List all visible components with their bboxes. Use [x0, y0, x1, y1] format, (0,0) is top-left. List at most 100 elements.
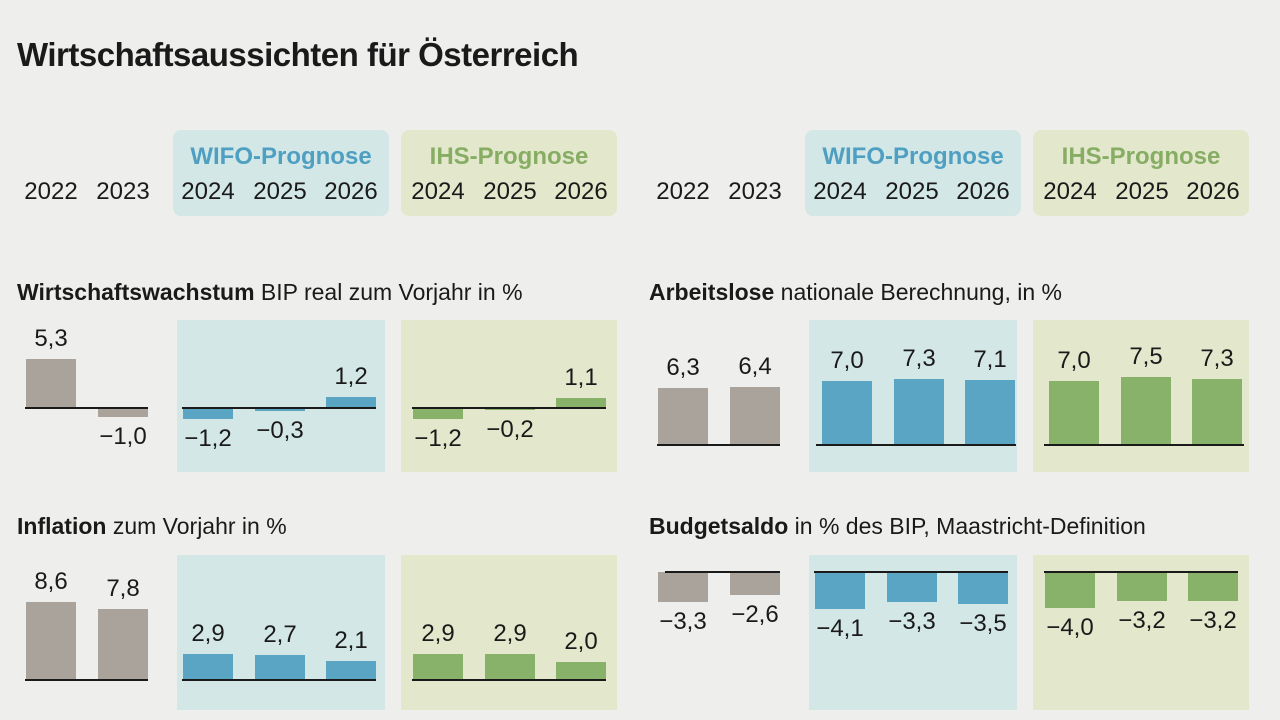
chart-title-bold: Wirtschaftswachstum [17, 279, 255, 305]
value-label: −1,2 [184, 425, 232, 453]
chart-title: Budgetsaldo in % des BIP, Maastricht-Def… [649, 513, 1146, 540]
year-label: 2023 [728, 178, 782, 205]
chart-title-rest: in % des BIP, Maastricht-Definition [794, 513, 1146, 539]
bar [26, 359, 76, 408]
baseline [1044, 571, 1238, 573]
value-label: 6,3 [666, 353, 700, 381]
bar [965, 380, 1015, 445]
value-label: 2,0 [564, 627, 598, 655]
bar [1049, 381, 1099, 445]
value-label: 7,3 [1200, 344, 1234, 372]
bar [183, 408, 233, 420]
chart-title: Inflation zum Vorjahr in % [17, 513, 287, 540]
bar [887, 572, 937, 602]
ihs-prognose-label: IHS-Prognose [1061, 143, 1221, 170]
bar [730, 572, 780, 596]
value-label: −4,1 [816, 614, 864, 642]
value-label: 7,8 [106, 575, 140, 603]
value-label: −3,5 [959, 609, 1007, 637]
baseline [25, 407, 148, 409]
bar [815, 572, 865, 609]
chart-title-rest: nationale Berechnung, in % [780, 279, 1062, 305]
value-label: 2,9 [191, 619, 225, 647]
value-label: 7,0 [830, 347, 864, 375]
bar [413, 653, 463, 680]
baseline [25, 679, 148, 681]
value-label: 2,7 [263, 621, 297, 649]
wifo-header-box [805, 130, 1021, 216]
bar [326, 396, 376, 408]
bar [1045, 572, 1095, 608]
bar [413, 408, 463, 420]
value-label: −1,2 [414, 425, 462, 453]
value-label: −3,2 [1189, 606, 1237, 634]
bar [183, 653, 233, 680]
year-label: 2025 [1115, 178, 1169, 205]
year-label: 2025 [483, 178, 537, 205]
wifo-prognose-label: WIFO-Prognose [822, 143, 1004, 170]
year-label: 2025 [885, 178, 939, 205]
chart-title-rest: BIP real zum Vorjahr in % [260, 279, 523, 305]
chart-title-bold: Budgetsaldo [649, 513, 789, 539]
value-label: −3,3 [888, 607, 936, 635]
year-label: 2024 [181, 178, 235, 205]
bar [894, 378, 944, 445]
value-label: 5,3 [34, 325, 68, 353]
value-label: 2,9 [421, 619, 455, 647]
year-label: 2023 [96, 178, 150, 205]
baseline [1044, 444, 1244, 446]
bar [26, 601, 76, 680]
value-label: 2,1 [334, 626, 368, 654]
bar [255, 655, 305, 680]
wifo-prognose-label: WIFO-Prognose [190, 143, 372, 170]
year-label: 2024 [411, 178, 465, 205]
bar [658, 387, 708, 445]
value-label: −4,0 [1046, 614, 1094, 641]
value-label: −0,2 [486, 416, 534, 443]
ihs-header-box [1033, 130, 1249, 216]
ihs-prognose-label: IHS-Prognose [429, 143, 589, 170]
value-label: −2,6 [731, 601, 779, 629]
value-label: −3,2 [1118, 606, 1166, 634]
ihs-header-box [401, 130, 617, 216]
bar [658, 572, 708, 602]
page-title: Wirtschaftsaussichten für Österreich [17, 36, 579, 73]
ihs-panel [401, 320, 617, 472]
value-label: 7,5 [1129, 342, 1163, 370]
year-label: 2026 [1186, 178, 1240, 205]
year-label: 2022 [24, 178, 78, 205]
wifo-panel [177, 555, 385, 710]
value-label: 2,9 [493, 619, 527, 647]
year-label: 2025 [253, 178, 307, 205]
chart-title-bold: Inflation [17, 513, 107, 539]
wifo-header-box [173, 130, 389, 216]
baseline [816, 444, 1016, 446]
chart-title-rest: zum Vorjahr in % [112, 513, 287, 539]
bar [326, 660, 376, 680]
baseline [814, 571, 1008, 573]
bar [98, 609, 148, 680]
bar [255, 408, 305, 411]
value-label: 6,4 [738, 352, 772, 380]
value-label: 7,0 [1057, 347, 1091, 375]
value-label: 7,3 [902, 344, 936, 372]
year-label: 2024 [1043, 178, 1097, 205]
bar [958, 572, 1008, 604]
year-label: 2026 [956, 178, 1010, 205]
year-label: 2022 [656, 178, 710, 205]
chart-title: Arbeitslose nationale Berechnung, in % [649, 279, 1062, 306]
baseline [412, 679, 606, 681]
bar [485, 408, 535, 410]
chart-title: Wirtschaftswachstum BIP real zum Vorjahr… [17, 279, 523, 306]
value-label: −1,0 [99, 423, 147, 451]
wifo-panel [177, 320, 385, 472]
bar [485, 653, 535, 680]
value-label: 1,2 [334, 362, 368, 390]
chart-title-bold: Arbeitslose [649, 279, 775, 305]
value-label: 7,1 [973, 346, 1007, 374]
year-label: 2026 [554, 178, 608, 205]
baseline [182, 407, 376, 409]
value-label: −0,3 [256, 416, 304, 444]
year-label: 2026 [324, 178, 378, 205]
